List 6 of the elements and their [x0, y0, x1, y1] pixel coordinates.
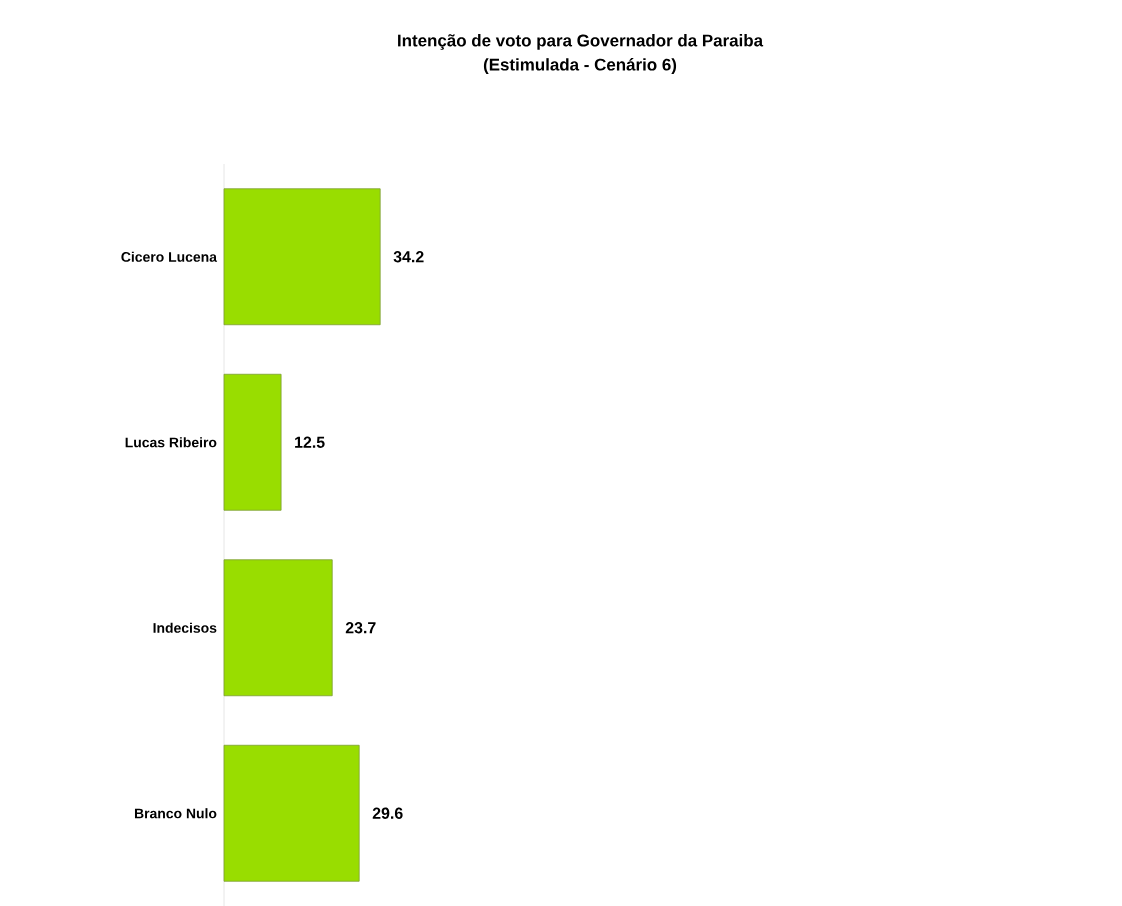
bar	[223, 744, 360, 882]
bar	[223, 559, 333, 697]
text: Intenção de voto para Governador da Paraiba	[398, 34, 764, 50]
bar	[223, 188, 381, 326]
bar	[223, 373, 282, 511]
text: (Estimulada - Cenário 6)	[483, 58, 677, 74]
